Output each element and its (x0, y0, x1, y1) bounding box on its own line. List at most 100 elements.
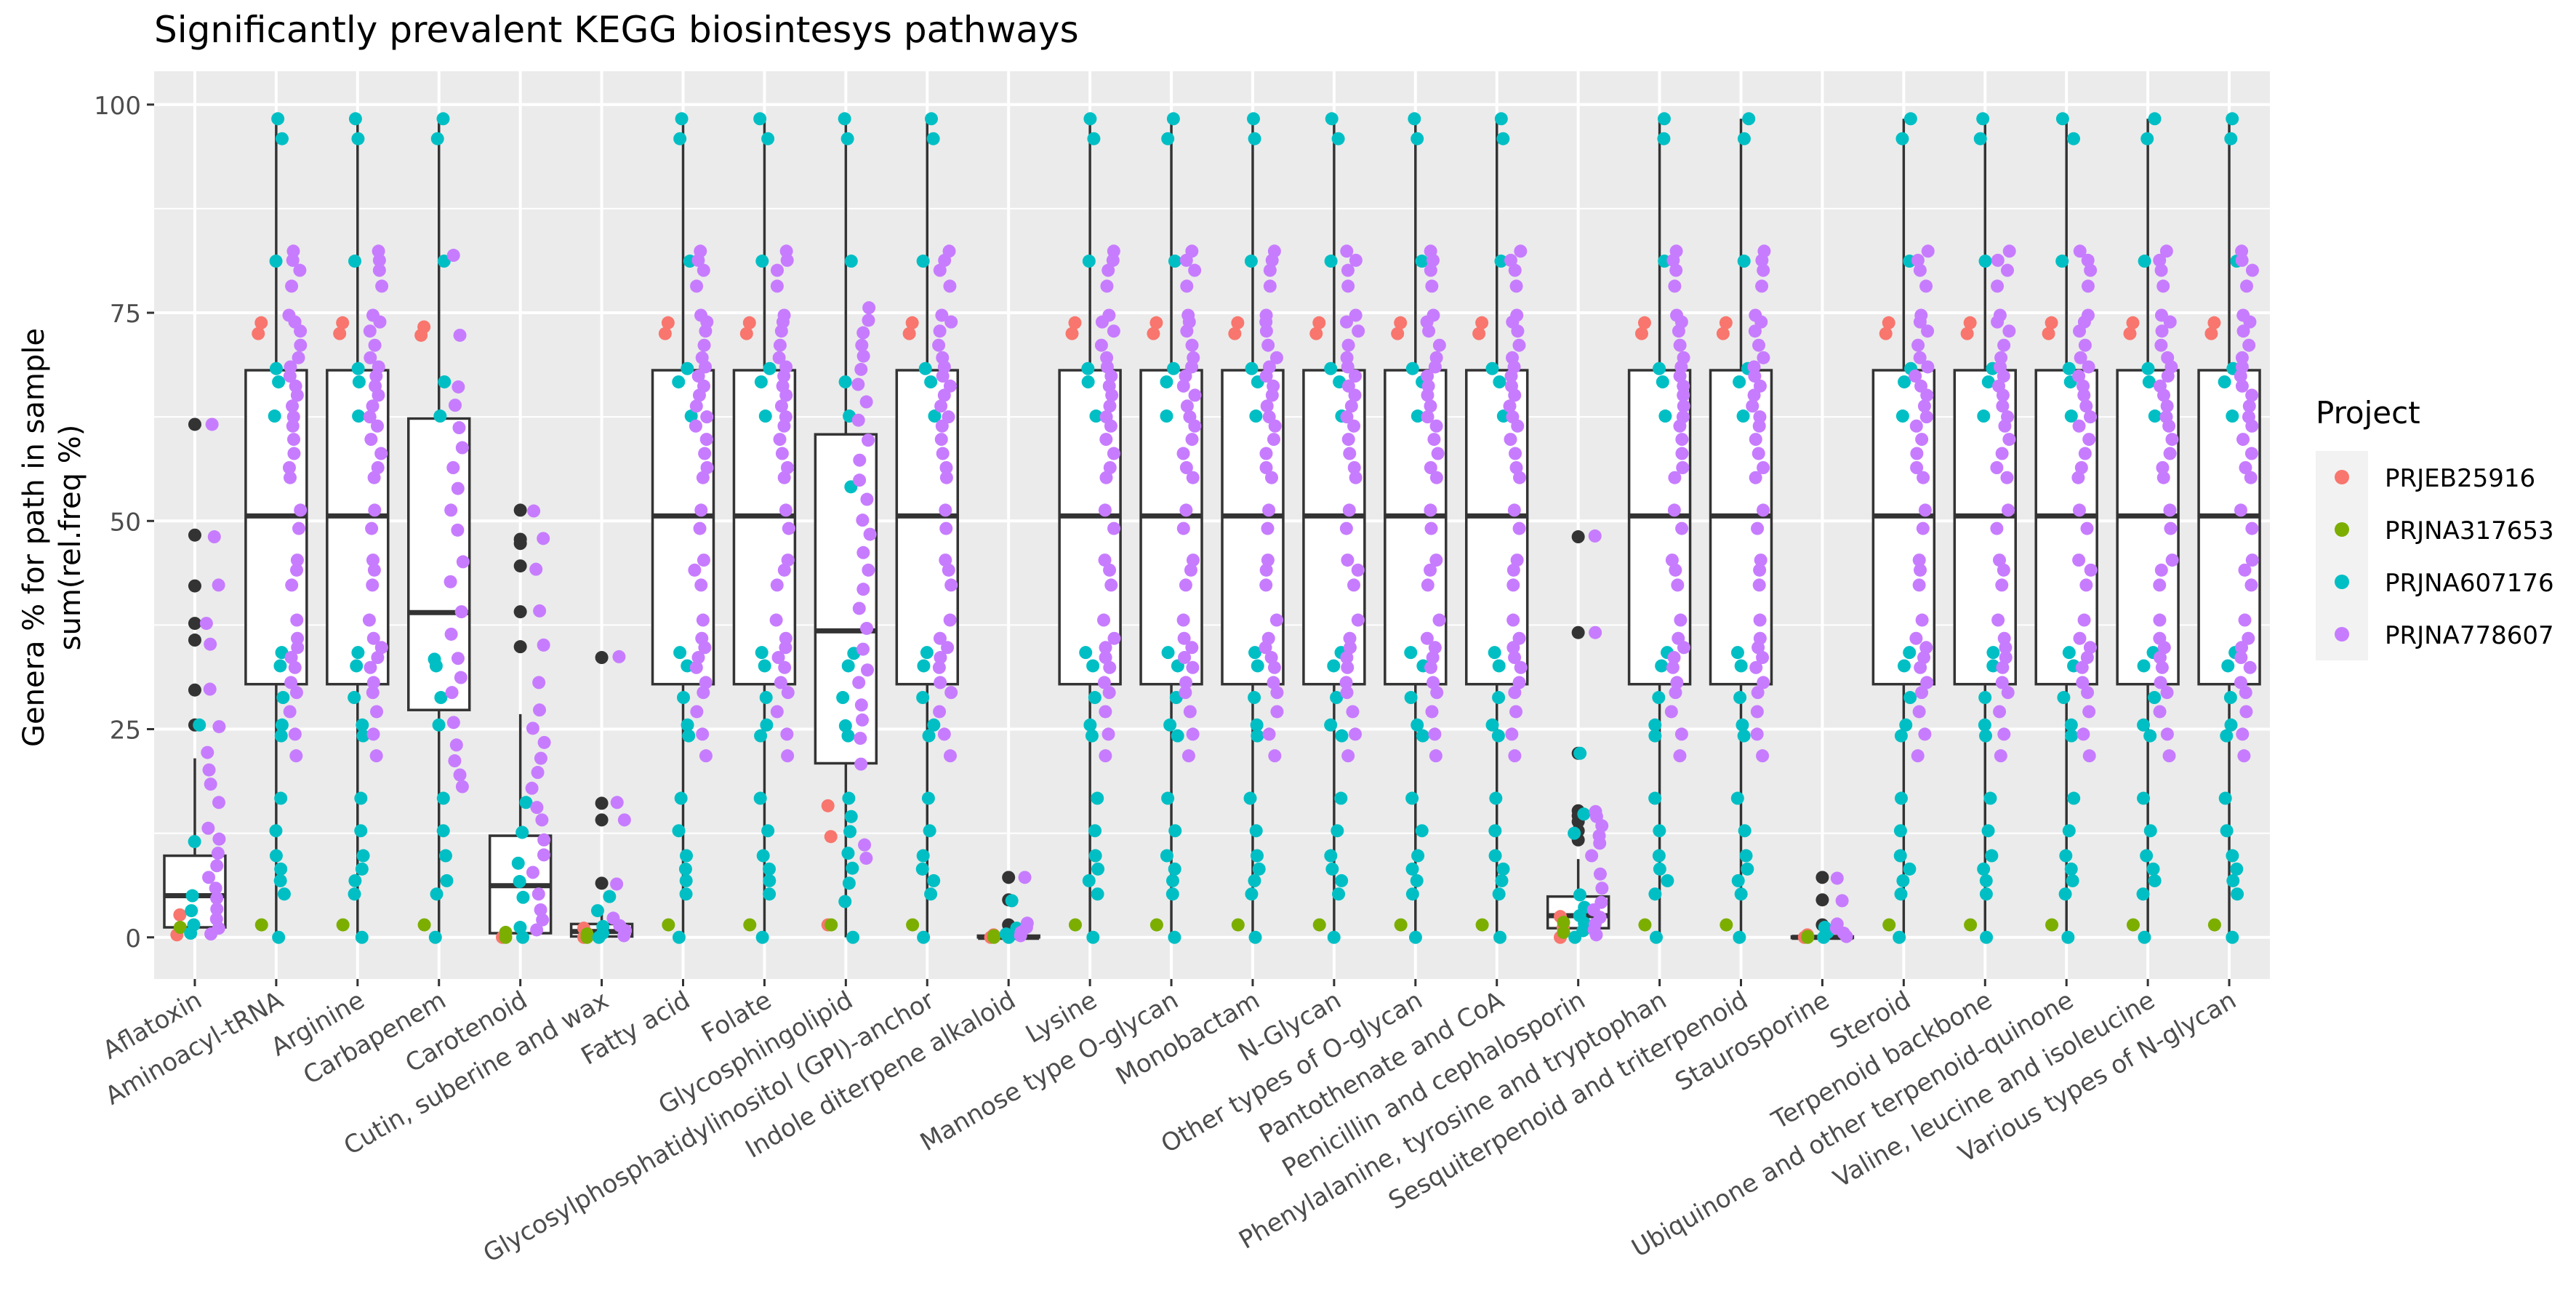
point-prjna778607 (2074, 351, 2087, 364)
point-prjna607176 (1894, 791, 1908, 805)
boxes (163, 119, 2261, 940)
point-prjna778607 (1344, 399, 1358, 413)
point-prjna778607 (210, 902, 224, 916)
point-prjna607176 (2138, 930, 2151, 944)
point-prjna778607 (1424, 563, 1437, 577)
point-prjna607176 (755, 930, 769, 944)
point-prjna607176 (185, 889, 199, 903)
point-prjna607176 (516, 890, 530, 904)
point-prjna778607 (691, 651, 705, 665)
box-7 (732, 119, 797, 938)
point-prjna778607 (1018, 871, 1032, 884)
point-prjna778607 (451, 523, 465, 537)
point-prjna778607 (446, 249, 460, 263)
point-prjna607176 (2143, 729, 2157, 743)
point-prjna778607 (2153, 631, 2167, 645)
point-prjna778607 (1098, 553, 1112, 567)
point-prjna778607 (781, 553, 795, 567)
point-prjna778607 (527, 504, 541, 518)
point-prjna778607 (1103, 460, 1117, 474)
point-prjna778607 (1341, 338, 1355, 352)
point-prjna778607 (211, 847, 225, 860)
point-prjna607176 (515, 930, 529, 944)
point-prjna778607 (366, 631, 380, 645)
point-prjna607176 (1091, 791, 1104, 805)
outlier-point (1815, 871, 1829, 884)
point-prjna607176 (1405, 887, 1419, 901)
point-prjna317653 (499, 925, 513, 939)
point-prjna778607 (2156, 279, 2170, 293)
point-prjna607176 (2226, 849, 2239, 863)
point-prjna607176 (1648, 729, 1662, 743)
point-prjna607176 (1898, 375, 1911, 389)
point-prjna778607 (863, 527, 877, 541)
point-prjna778607 (283, 705, 297, 719)
point-prjna607176 (2137, 718, 2151, 732)
point-prjna778607 (1267, 379, 1280, 393)
point-prjna778607 (288, 660, 302, 674)
point-prjna607176 (755, 646, 769, 660)
point-prjna778607 (1909, 631, 1923, 645)
point-prjna778607 (1429, 749, 1443, 763)
point-prjna778607 (1753, 410, 1767, 424)
point-prjna607176 (1568, 826, 1581, 840)
point-prjna778607 (1512, 521, 1526, 535)
point-prjna607176 (999, 927, 1013, 941)
point-prjna607176 (274, 791, 288, 805)
point-prjna778607 (2079, 578, 2093, 592)
point-prjna778607 (451, 652, 465, 666)
outlier-point (188, 617, 201, 631)
point-prjna778607 (2155, 660, 2169, 674)
point-prjna778607 (1424, 660, 1437, 674)
point-prjna778607 (1259, 563, 1273, 577)
point-prjna778607 (1424, 263, 1437, 277)
point-prjna778607 (1267, 676, 1280, 690)
point-prjna778607 (371, 651, 385, 665)
outlier-point (513, 640, 527, 654)
point-prjna607176 (681, 718, 694, 732)
point-prjna778607 (2245, 553, 2259, 567)
point-prjna778607 (2159, 244, 2173, 258)
point-prjna778607 (771, 263, 785, 277)
point-prjna607176 (269, 849, 283, 863)
point-prjna778607 (2237, 749, 2251, 763)
point-prjeb25916 (417, 320, 431, 334)
point-prjna778607 (1830, 871, 1844, 885)
point-prjeb25916 (902, 327, 916, 340)
point-prjna778607 (1915, 686, 1929, 700)
point-prjna607176 (923, 824, 936, 838)
point-prjna778607 (1099, 410, 1113, 424)
point-prjna778607 (779, 360, 793, 374)
point-prjna607176 (1249, 824, 1263, 838)
point-prjna778607 (454, 605, 468, 619)
point-prjna778607 (202, 763, 216, 777)
point-prjna778607 (1589, 625, 1602, 639)
point-prjna778607 (1509, 460, 1523, 474)
point-prjna778607 (1262, 727, 1276, 741)
point-prjna778607 (1672, 631, 1685, 645)
point-prjna778607 (1749, 471, 1762, 484)
outlier-point (513, 559, 527, 573)
point-prjna778607 (862, 301, 876, 315)
point-prjna778607 (1504, 253, 1517, 267)
point-prjna607176 (590, 904, 604, 918)
point-prjna778607 (1186, 727, 1200, 741)
point-prjeb25916 (1391, 327, 1405, 340)
point-prjna607176 (1976, 112, 1990, 126)
point-prjna778607 (290, 563, 304, 577)
point-prjna778607 (204, 637, 217, 651)
panel-background (154, 71, 2270, 979)
point-prjna607176 (1730, 646, 1744, 660)
point-prjeb25916 (2045, 316, 2058, 329)
point-prjna607176 (2062, 824, 2076, 838)
point-prjna607176 (355, 862, 369, 876)
point-prjna778607 (1993, 308, 2007, 322)
point-prjna778607 (374, 447, 388, 460)
point-prjna607176 (274, 729, 288, 743)
point-prjna778607 (284, 676, 298, 690)
point-prjeb25916 (821, 799, 835, 812)
point-prjna778607 (1670, 308, 1684, 322)
point-prjna607176 (352, 375, 366, 389)
point-prjna607176 (1977, 862, 1991, 876)
point-prjna778607 (1995, 578, 2009, 592)
